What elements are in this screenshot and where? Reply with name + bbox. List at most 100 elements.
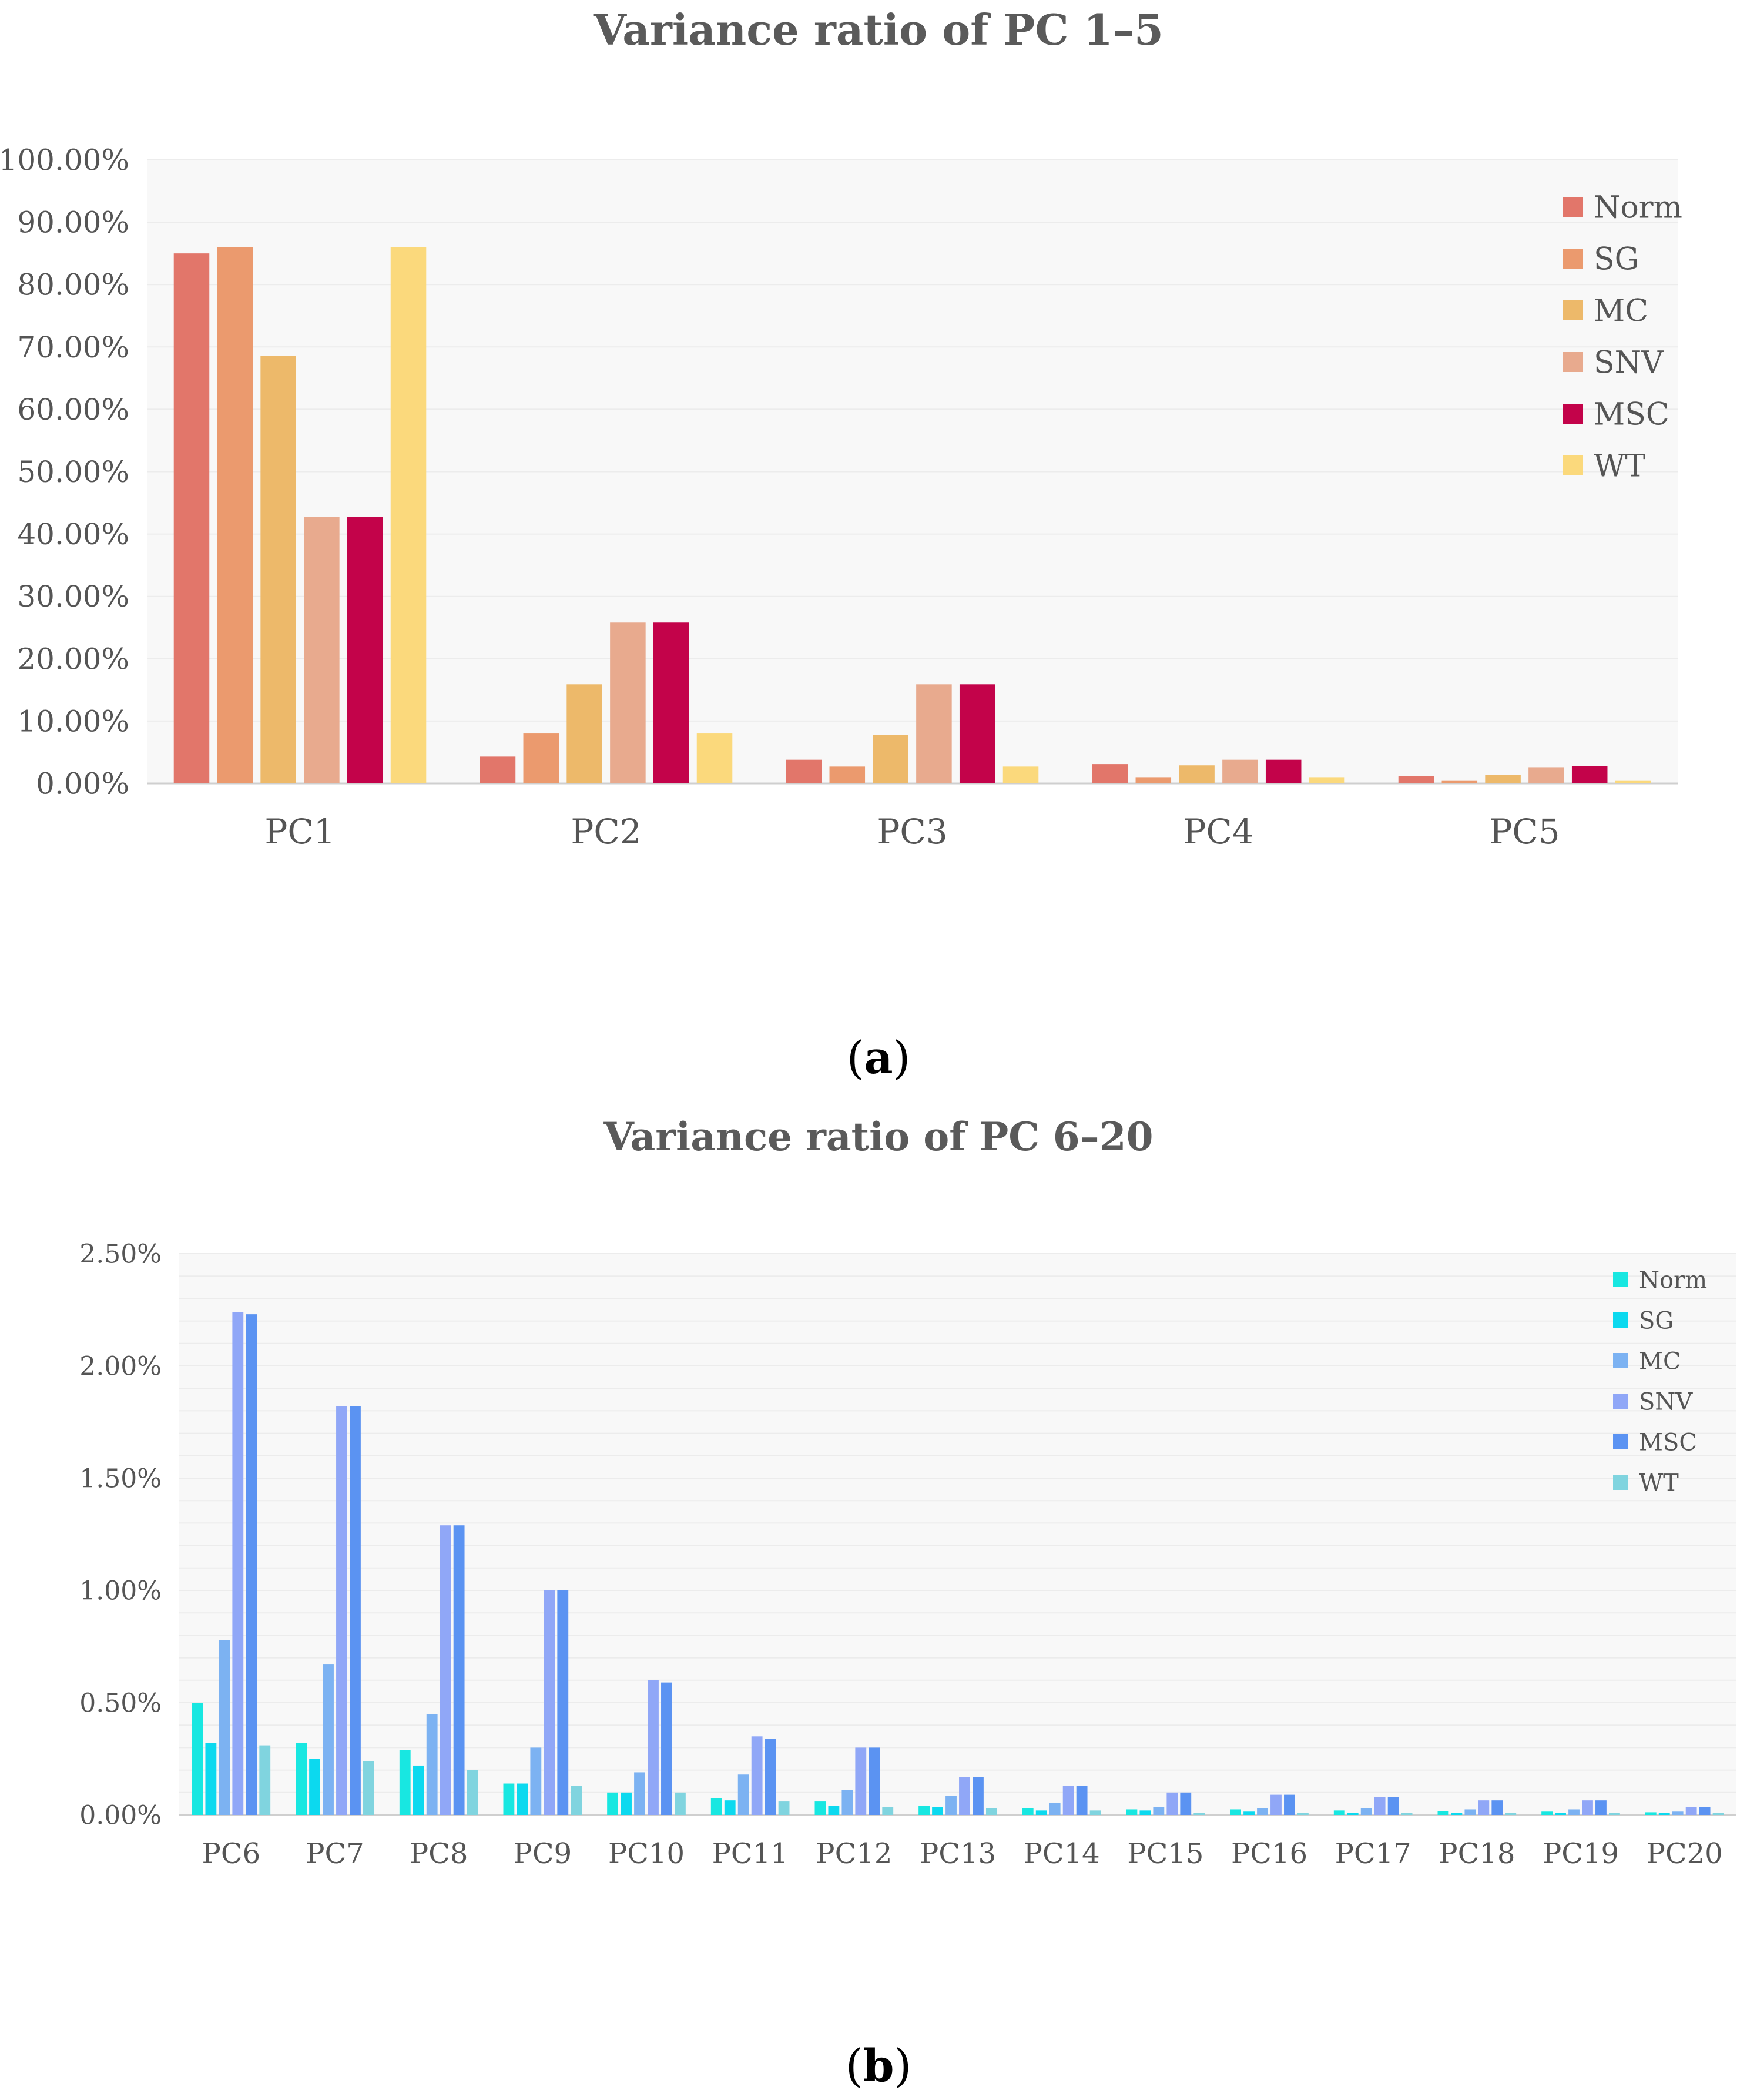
chart-b-x-tick-label: PC11 bbox=[712, 1837, 789, 1870]
chart-b-x-tick-label: PC20 bbox=[1647, 1837, 1723, 1870]
chart-a-bar-wt-pc4 bbox=[1309, 777, 1345, 783]
chart-b-bar-msc-pc20 bbox=[1699, 1807, 1711, 1815]
chart-a-bar-norm-pc3 bbox=[786, 759, 822, 783]
chart-b-bar-wt-pc8 bbox=[467, 1770, 478, 1815]
chart-b-bar-norm-pc10 bbox=[607, 1792, 618, 1815]
chart-b-bar-snv-pc19 bbox=[1582, 1800, 1593, 1815]
chart-b-bar-msc-pc16 bbox=[1284, 1794, 1295, 1815]
chart-b-bar-sg-pc15 bbox=[1139, 1810, 1151, 1815]
chart-a-y-tick-label: 70.00% bbox=[17, 330, 129, 364]
chart-a-x-tick-label: PC5 bbox=[1489, 812, 1560, 852]
chart-b-bar-msc-pc15 bbox=[1180, 1792, 1192, 1815]
chart-a-bar-mc-pc5 bbox=[1485, 775, 1521, 783]
chart-a-bar-sg-pc1 bbox=[217, 247, 253, 783]
chart-b-y-tick-label: 0.50% bbox=[79, 1688, 162, 1718]
chart-a-bar-norm-pc4 bbox=[1092, 764, 1128, 783]
chart-b-bar-mc-pc7 bbox=[323, 1664, 334, 1815]
chart-b-bar-mc-pc15 bbox=[1153, 1807, 1165, 1815]
chart-b-bar-snv-pc20 bbox=[1685, 1807, 1697, 1815]
chart-a-bar-msc-pc2 bbox=[653, 622, 689, 783]
chart-b-bar-snv-pc12 bbox=[855, 1747, 867, 1815]
chart-a-bar-mc-pc4 bbox=[1179, 765, 1215, 783]
chart-b-legend-label-norm: Norm bbox=[1639, 1267, 1707, 1294]
chart-b-bar-mc-pc6 bbox=[219, 1640, 230, 1815]
chart-b-bar-msc-pc6 bbox=[246, 1314, 257, 1815]
chart-a-legend-label-sg: SG bbox=[1594, 242, 1639, 277]
chart-a-x-tick-label: PC2 bbox=[571, 812, 641, 852]
chart-a-y-tick-label: 0.00% bbox=[36, 767, 129, 801]
chart-a-y-tick-label: 80.00% bbox=[17, 268, 129, 302]
chart-b-legend-label-mc: MC bbox=[1639, 1348, 1681, 1375]
chart-a-bar-mc-pc1 bbox=[260, 356, 296, 783]
chart-b-bar-wt-pc11 bbox=[778, 1801, 790, 1815]
chart-b-bar-wt-pc18 bbox=[1505, 1813, 1517, 1815]
chart-b-bar-msc-pc19 bbox=[1595, 1800, 1607, 1815]
chart-b-bar-norm-pc13 bbox=[918, 1806, 930, 1815]
chart-b-y-tick-label: 1.00% bbox=[79, 1576, 162, 1606]
chart-b-bar-snv-pc14 bbox=[1062, 1786, 1074, 1815]
chart-b-x-tick-label: PC16 bbox=[1231, 1837, 1307, 1870]
chart-b-bar-norm-pc7 bbox=[296, 1743, 307, 1815]
chart-b-x-tick-label: PC17 bbox=[1335, 1837, 1411, 1870]
chart-b-bar-snv-pc8 bbox=[440, 1525, 451, 1815]
chart-a-legend-label-snv: SNV bbox=[1594, 346, 1664, 381]
chart-a-y-tick-label: 100.00% bbox=[0, 143, 129, 177]
chart-b-bar-norm-pc15 bbox=[1126, 1809, 1138, 1815]
chart-b-y-tick-label: 0.00% bbox=[79, 1800, 162, 1830]
chart-b-x-tick-label: PC12 bbox=[816, 1837, 892, 1870]
chart-b-bar-snv-pc7 bbox=[336, 1406, 347, 1815]
chart-b-x-tick-label: PC9 bbox=[514, 1837, 572, 1870]
chart-b-legend-swatch-wt bbox=[1613, 1475, 1628, 1490]
chart-b-x-tick-label: PC10 bbox=[608, 1837, 685, 1870]
chart-b-bar-msc-pc7 bbox=[350, 1406, 361, 1815]
chart-b-bar-norm-pc6 bbox=[192, 1703, 203, 1815]
chart-a-bar-wt-pc5 bbox=[1615, 780, 1651, 783]
chart-b-bar-norm-pc17 bbox=[1333, 1810, 1345, 1815]
chart-a-bar-norm-pc1 bbox=[173, 253, 210, 783]
chart-a-bar-sg-pc2 bbox=[523, 733, 559, 783]
chart-b-bar-wt-pc6 bbox=[259, 1745, 271, 1815]
chart-b-x-tick-label: PC13 bbox=[920, 1837, 996, 1870]
chart-b-bar-mc-pc13 bbox=[945, 1796, 957, 1815]
chart-a-legend-swatch-norm bbox=[1563, 197, 1583, 217]
chart-b-bar-snv-pc10 bbox=[648, 1680, 659, 1815]
chart-b-bar-mc-pc18 bbox=[1464, 1809, 1476, 1815]
chart-a-bar-mc-pc3 bbox=[873, 735, 908, 783]
chart-b-bar-sg-pc17 bbox=[1347, 1813, 1359, 1815]
chart-b-legend-label-msc: MSC bbox=[1639, 1429, 1697, 1456]
chart-a-legend-swatch-msc bbox=[1563, 404, 1583, 424]
chart-b-bar-wt-pc15 bbox=[1193, 1813, 1205, 1815]
chart-a-bar-snv-pc2 bbox=[610, 622, 646, 783]
chart-b-bar-mc-pc11 bbox=[737, 1774, 749, 1815]
chart-b-legend-label-snv: SNV bbox=[1639, 1388, 1693, 1415]
chart-a-legend-swatch-mc bbox=[1563, 300, 1583, 320]
chart-b-bar-sg-pc7 bbox=[309, 1759, 320, 1815]
chart-b-caption-letter: b bbox=[863, 2039, 894, 2092]
chart-a-x-tick-label: PC1 bbox=[264, 812, 335, 852]
chart-b-bar-sg-pc18 bbox=[1451, 1813, 1463, 1815]
chart-b-legend-swatch-msc bbox=[1613, 1434, 1628, 1449]
chart-a-bar-snv-pc3 bbox=[916, 684, 952, 783]
chart-b-bar-mc-pc12 bbox=[841, 1790, 853, 1815]
chart-a-bar-msc-pc4 bbox=[1265, 759, 1302, 783]
chart-b-bar-norm-pc8 bbox=[399, 1750, 411, 1815]
chart-b-bar-msc-pc14 bbox=[1076, 1786, 1088, 1815]
chart-a-bar-sg-pc5 bbox=[1441, 780, 1478, 783]
chart-b-bar-mc-pc17 bbox=[1360, 1808, 1372, 1815]
chart-b-bar-sg-pc9 bbox=[517, 1783, 528, 1815]
chart-b-bar-mc-pc16 bbox=[1257, 1808, 1268, 1815]
chart-a-legend-swatch-snv bbox=[1563, 352, 1583, 372]
chart-b-bar-snv-pc9 bbox=[544, 1590, 555, 1815]
chart-b-bar-mc-pc19 bbox=[1568, 1809, 1580, 1815]
chart-a-y-tick-label: 90.00% bbox=[17, 206, 129, 240]
chart-b-bar-sg-pc12 bbox=[828, 1806, 840, 1815]
chart-b-x-tick-label: PC15 bbox=[1127, 1837, 1203, 1870]
chart-b-legend-label-sg: SG bbox=[1639, 1307, 1674, 1334]
chart-b-bar-norm-pc20 bbox=[1645, 1812, 1657, 1815]
chart-b-y-tick-label: 2.50% bbox=[79, 1239, 162, 1269]
chart-a-x-tick-label: PC4 bbox=[1183, 812, 1253, 852]
chart-b-bar-msc-pc17 bbox=[1387, 1797, 1399, 1815]
chart-b-bar-norm-pc11 bbox=[710, 1798, 722, 1815]
chart-b-x-tick-label: PC14 bbox=[1024, 1837, 1100, 1870]
chart-a-bar-wt-pc1 bbox=[390, 247, 427, 783]
